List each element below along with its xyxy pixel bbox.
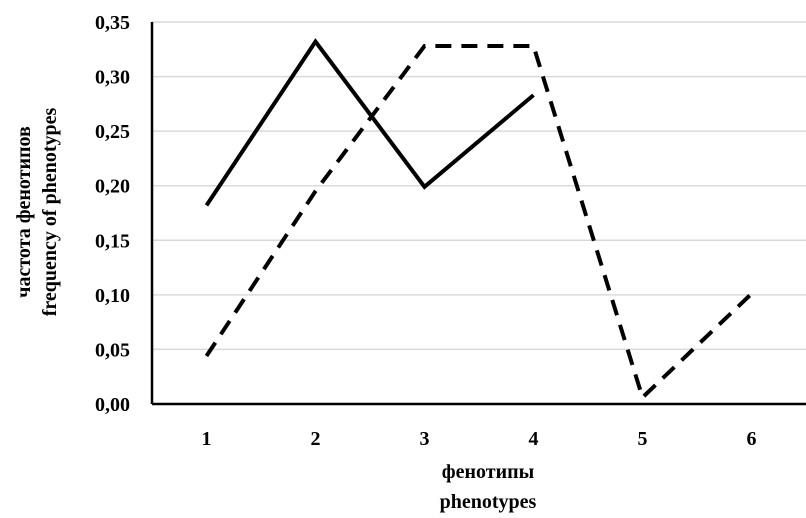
- x-tick-label: 4: [529, 428, 539, 450]
- x-axis-title-line-2: phenotypes: [440, 491, 537, 513]
- y-axis-title-line-1: частота фенотипов: [13, 126, 35, 298]
- y-axis-title-line-2: frequency of phenotypes: [39, 108, 61, 317]
- x-axis-title-line-1: фенотипы: [442, 461, 535, 483]
- series-line-dashed: [204, 44, 753, 402]
- x-tick-label: 2: [311, 428, 321, 450]
- axes: [150, 22, 806, 406]
- y-tick-label: 0,10: [95, 285, 130, 307]
- x-tick-label: 5: [638, 428, 648, 450]
- x-tick-label: 6: [747, 428, 757, 450]
- y-tick-label: 0,00: [95, 394, 130, 416]
- x-tick-label: 3: [420, 428, 430, 450]
- y-tick-label: 0,35: [95, 12, 130, 34]
- x-tick-label: 1: [202, 428, 212, 450]
- y-tick-label: 0,15: [95, 230, 130, 252]
- y-tick-label: 0,25: [95, 121, 130, 143]
- y-tick-label: 0,20: [95, 176, 130, 198]
- series-lines: [204, 38, 753, 402]
- x-tick-labels: 1 2 3 4 5 6: [202, 428, 757, 450]
- y-tick-label: 0,30: [95, 67, 130, 89]
- y-tick-labels: 0,00 0,05 0,10 0,15 0,20 0,25 0,30 0,35: [95, 12, 130, 416]
- gridlines: [152, 21, 806, 351]
- y-tick-label: 0,05: [95, 339, 130, 361]
- series-line-solid: [204, 38, 535, 207]
